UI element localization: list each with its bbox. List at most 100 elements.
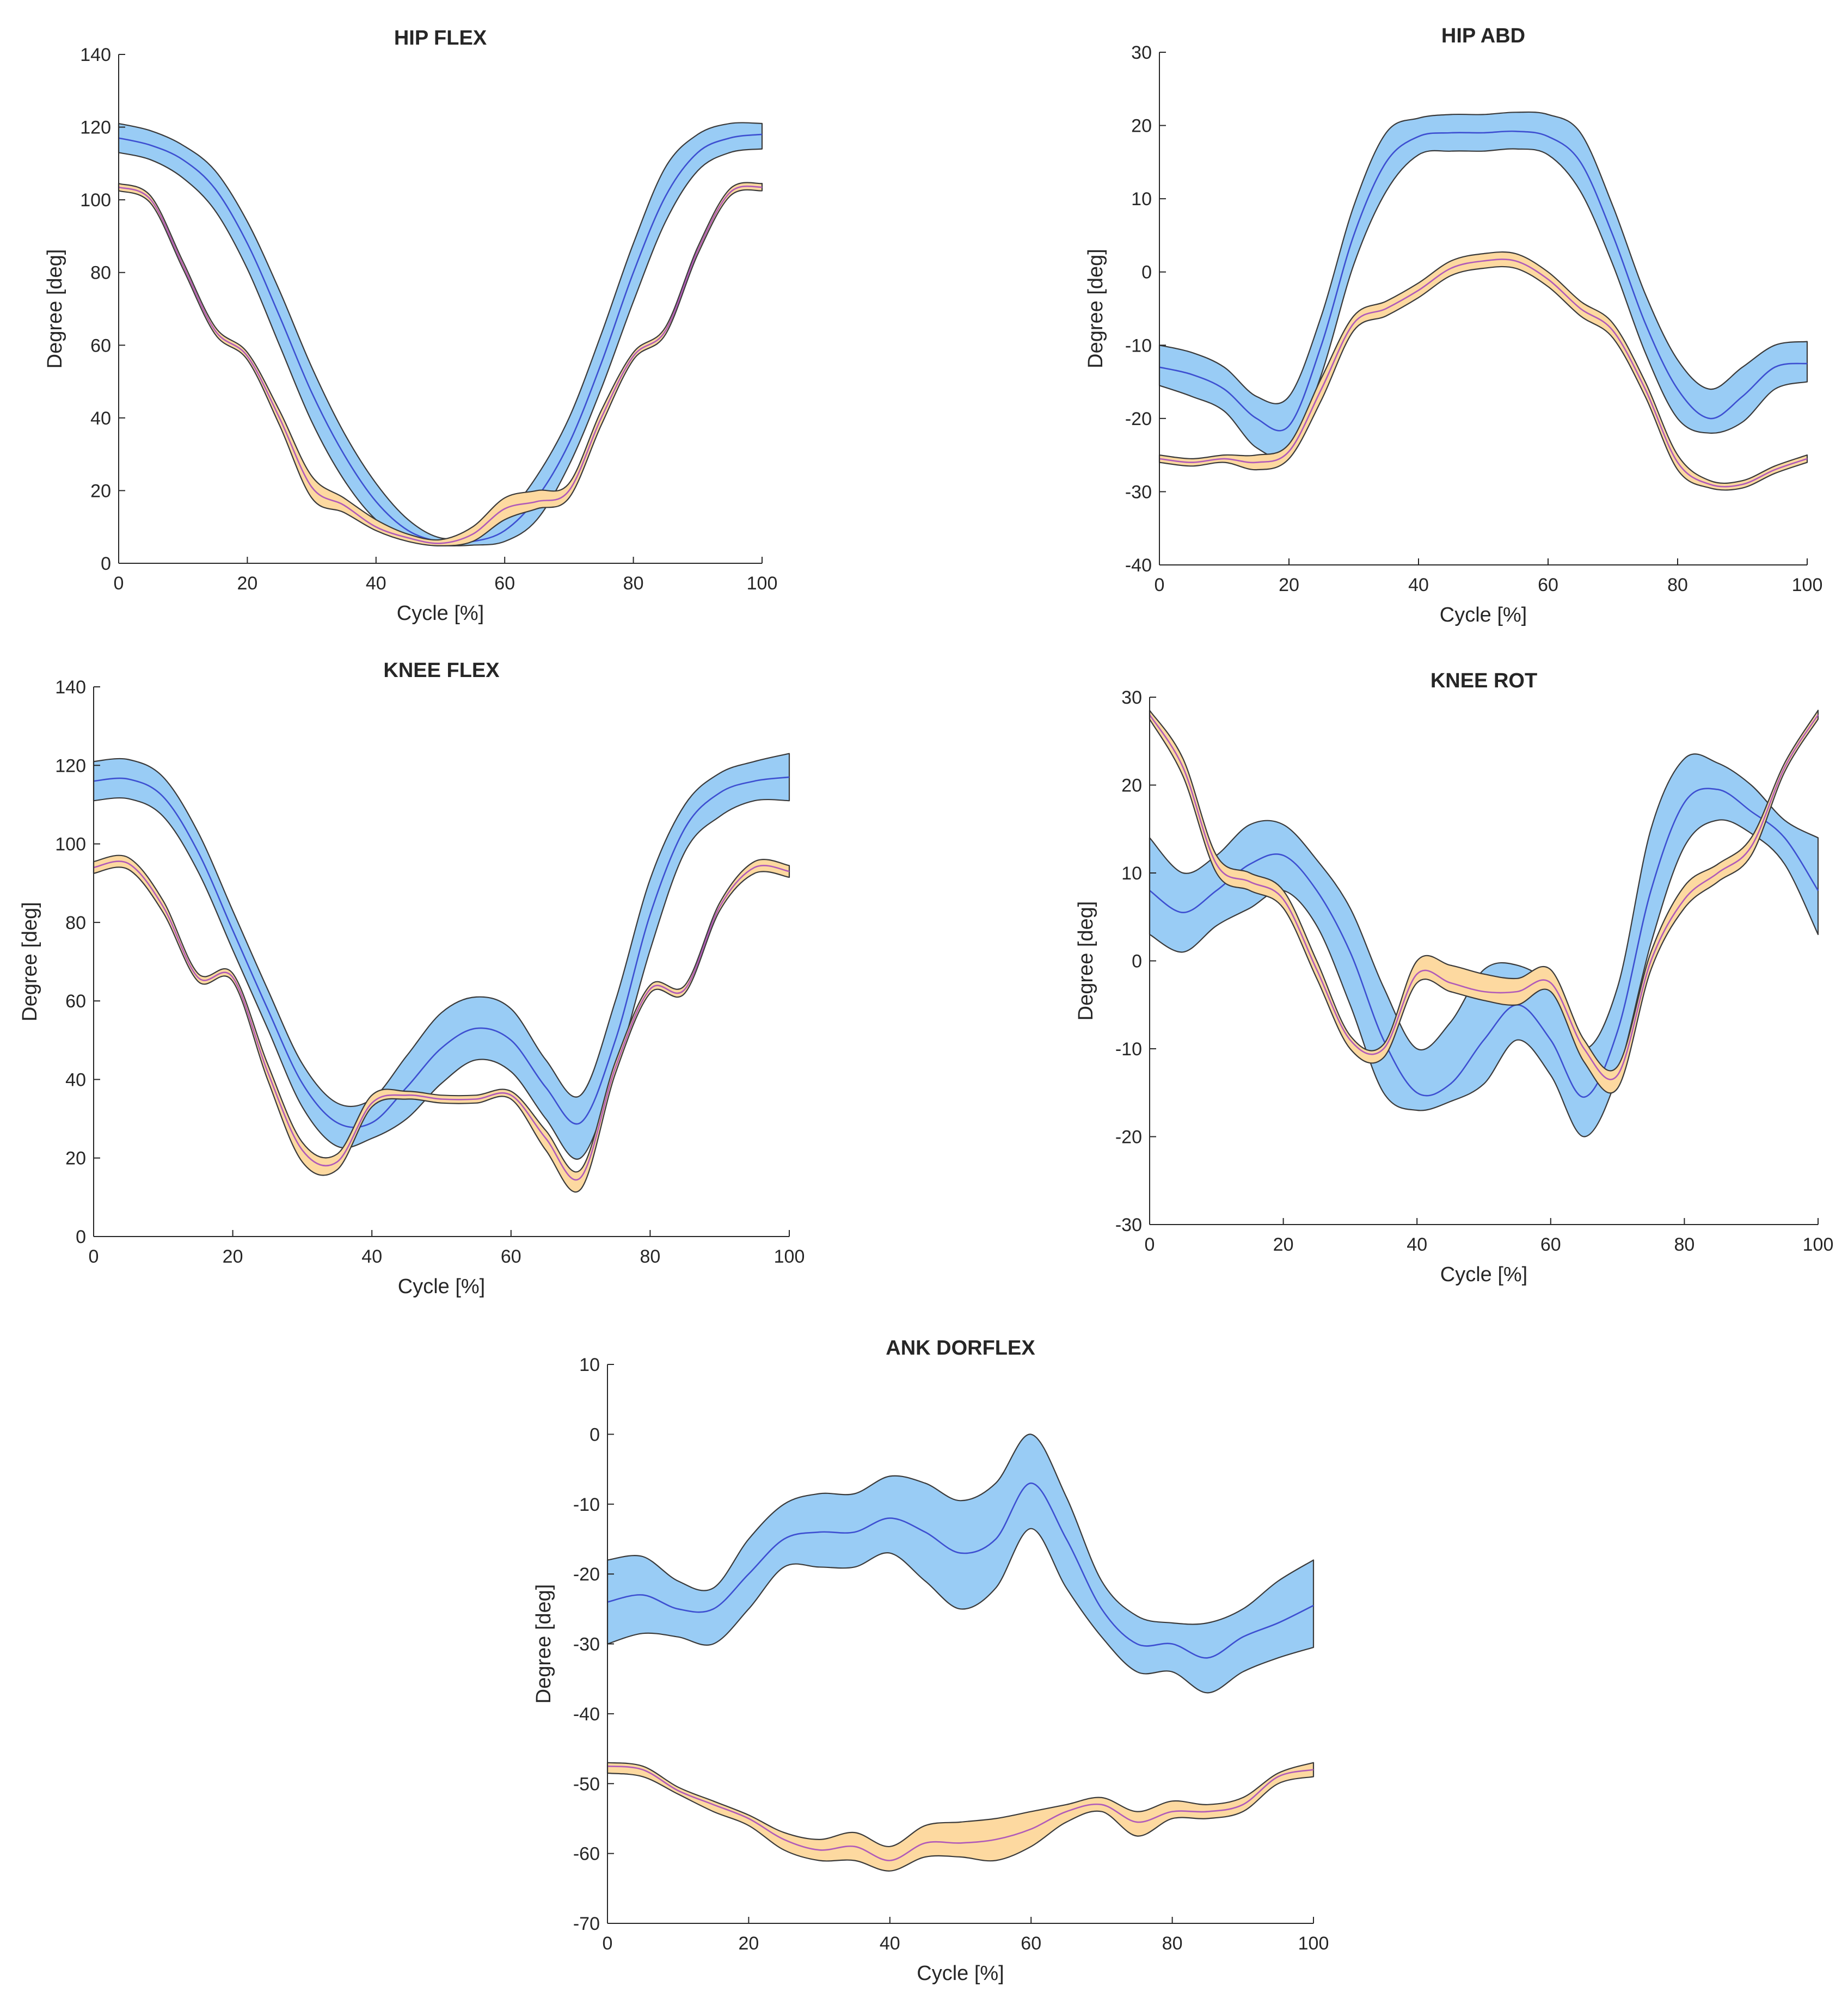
knee-rot-blue-band — [1149, 753, 1819, 1137]
knee-flex-x-tick-label: 60 — [501, 1246, 521, 1267]
ank-dorflex-orange-band — [606, 1762, 1315, 1872]
hip-abd-y-tick-label: 30 — [1131, 42, 1152, 63]
hip-abd-x-tick-label: 80 — [1667, 575, 1688, 595]
hip-abd-blue-band — [1158, 111, 1808, 458]
hip-abd-y-tick-label: -30 — [1125, 482, 1152, 502]
knee-rot-y-axis-label: Degree [deg] — [1075, 901, 1097, 1021]
hip-flex-x-tick-label: 20 — [237, 573, 257, 594]
ank-dorflex-x-tick-label: 40 — [880, 1933, 900, 1954]
hip-abd-orange-band — [1158, 251, 1808, 491]
knee-rot-y-tick-label: 10 — [1121, 863, 1142, 884]
ank-dorflex-title: ANK DORFLEX — [886, 1337, 1035, 1360]
knee-rot-x-axis-label: Cycle [%] — [1440, 1263, 1527, 1286]
knee-flex-x-axis-label: Cycle [%] — [398, 1275, 485, 1298]
knee-flex-y-tick-label: 20 — [65, 1148, 86, 1169]
ank-dorflex-blue-band — [606, 1434, 1315, 1694]
hip-flex-y-tick-label: 40 — [90, 408, 111, 429]
hip-abd-y-tick-label: -10 — [1125, 335, 1152, 356]
hip-flex-title: HIP FLEX — [394, 27, 487, 50]
knee-rot-y-tick-label: 0 — [1132, 951, 1142, 972]
knee-rot-title: KNEE ROT — [1430, 669, 1537, 692]
hip-abd-y-tick-label: 0 — [1141, 262, 1152, 283]
ank-dorflex-y-tick-label: 10 — [579, 1355, 600, 1375]
knee-flex-orange-mean-line — [93, 860, 790, 1181]
hip-abd-y-tick-label: -40 — [1125, 555, 1152, 576]
hip-abd-y-tick-label: 10 — [1131, 189, 1152, 210]
hip-flex-x-tick-label: 80 — [623, 573, 644, 594]
knee-flex-y-tick-label: 140 — [55, 677, 86, 698]
hip-abd-y-axis-label: Degree [deg] — [1084, 249, 1107, 368]
ank-dorflex-y-tick-label: -50 — [573, 1774, 600, 1794]
hip-abd-x-axis-label: Cycle [%] — [1440, 604, 1527, 626]
hip-flex-x-tick-label: 100 — [747, 573, 778, 594]
ank-dorflex-x-tick-label: 60 — [1021, 1933, 1041, 1954]
chart-hip-abd: 0 20 40 60 80 100 -40 -30 -20 -10 0 10 20 30 HIP ABD Cy… — [1084, 24, 1822, 626]
knee-rot-y-tick-label: 30 — [1121, 687, 1142, 708]
hip-flex-x-axis-label: Cycle [%] — [397, 602, 484, 625]
knee-flex-orange-band — [93, 854, 790, 1193]
knee-rot-x-tick-label: 0 — [1145, 1234, 1155, 1255]
hip-flex-y-tick-label: 0 — [101, 553, 111, 574]
chart-ank-dorflex: 0 20 40 60 80 100 -70 -60 -50 -40 -30 -20 -10 0 10 ANK … — [532, 1337, 1329, 1985]
knee-flex-x-tick-label: 20 — [223, 1246, 243, 1267]
hip-flex-y-tick-label: 20 — [90, 481, 111, 501]
knee-flex-y-tick-label: 120 — [55, 755, 86, 776]
chart-hip-flex: 0 20 40 60 80 100 0 20 40 60 80 100 120 140 HIP FLEX Cy… — [44, 27, 777, 625]
chart-knee-flex: 0 20 40 60 80 100 0 20 40 60 80 100 120 140 KNEE FLEX C… — [19, 659, 805, 1298]
hip-abd-x-tick-label: 20 — [1279, 575, 1299, 595]
ank-dorflex-x-tick-label: 20 — [738, 1933, 759, 1954]
hip-abd-title: HIP ABD — [1441, 24, 1525, 47]
knee-rot-orange-band — [1149, 710, 1819, 1094]
knee-flex-y-tick-label: 80 — [65, 913, 86, 933]
ank-dorflex-y-tick-label: -10 — [573, 1494, 600, 1515]
hip-flex-x-tick-label: 60 — [494, 573, 515, 594]
hip-flex-y-tick-label: 100 — [80, 190, 111, 211]
knee-flex-title: KNEE FLEX — [383, 659, 500, 682]
hip-flex-blue-band — [118, 122, 763, 546]
hip-flex-y-axis-label: Degree [deg] — [44, 249, 66, 369]
knee-flex-y-axis-label: Degree [deg] — [19, 902, 41, 1022]
hip-flex-y-tick-label: 60 — [90, 335, 111, 356]
knee-flex-y-tick-label: 40 — [65, 1069, 86, 1090]
hip-abd-x-tick-label: 40 — [1408, 575, 1429, 595]
knee-rot-x-tick-label: 40 — [1407, 1234, 1427, 1255]
knee-flex-y-tick-label: 60 — [65, 991, 86, 1012]
ank-dorflex-x-tick-label: 0 — [603, 1933, 613, 1954]
knee-flex-blue-mean-line — [93, 776, 790, 1128]
ank-dorflex-y-tick-label: -30 — [573, 1634, 600, 1655]
hip-flex-orange-mean-line — [118, 185, 763, 544]
ank-dorflex-y-tick-label: -20 — [573, 1564, 600, 1585]
knee-rot-x-tick-label: 20 — [1273, 1234, 1294, 1255]
hip-flex-x-tick-label: 40 — [366, 573, 386, 594]
knee-rot-x-tick-label: 100 — [1803, 1234, 1834, 1255]
knee-rot-blue-mean-line — [1149, 788, 1819, 1098]
ank-dorflex-y-tick-label: -40 — [573, 1704, 600, 1725]
hip-flex-x-tick-label: 0 — [114, 573, 124, 594]
knee-flex-blue-band — [93, 753, 790, 1160]
hip-abd-blue-mean-line — [1159, 130, 1808, 432]
hip-abd-x-tick-label: 60 — [1538, 575, 1558, 595]
ank-dorflex-y-tick-label: -70 — [573, 1914, 600, 1934]
hip-flex-y-tick-label: 80 — [90, 263, 111, 284]
knee-rot-x-tick-label: 80 — [1674, 1234, 1694, 1255]
knee-flex-x-tick-label: 80 — [640, 1246, 660, 1267]
hip-abd-y-tick-label: 20 — [1131, 116, 1152, 137]
knee-rot-y-tick-label: -30 — [1115, 1215, 1142, 1235]
ank-dorflex-y-tick-label: 0 — [590, 1424, 600, 1445]
knee-rot-y-tick-label: -20 — [1115, 1127, 1142, 1148]
hip-abd-orange-mean-line — [1159, 259, 1808, 488]
ank-dorflex-y-tick-label: -60 — [573, 1844, 600, 1865]
hip-abd-y-tick-label: -20 — [1125, 409, 1152, 429]
ank-dorflex-x-tick-label: 100 — [1298, 1933, 1329, 1954]
hip-abd-x-tick-label: 0 — [1155, 575, 1165, 595]
knee-flex-x-tick-label: 100 — [774, 1246, 805, 1267]
ank-dorflex-y-axis-label: Degree [deg] — [532, 1584, 555, 1704]
chart-knee-rot: 0 20 40 60 80 100 -30 -20 -10 0 10 20 30 KNEE ROT Cycl… — [1075, 669, 1833, 1286]
knee-rot-orange-mean-line — [1149, 714, 1819, 1080]
knee-rot-y-tick-label: 20 — [1121, 776, 1142, 796]
knee-flex-x-tick-label: 40 — [361, 1246, 382, 1267]
knee-flex-y-tick-label: 0 — [76, 1227, 86, 1247]
knee-flex-x-tick-label: 0 — [89, 1246, 99, 1267]
knee-rot-y-tick-label: -10 — [1115, 1039, 1142, 1060]
